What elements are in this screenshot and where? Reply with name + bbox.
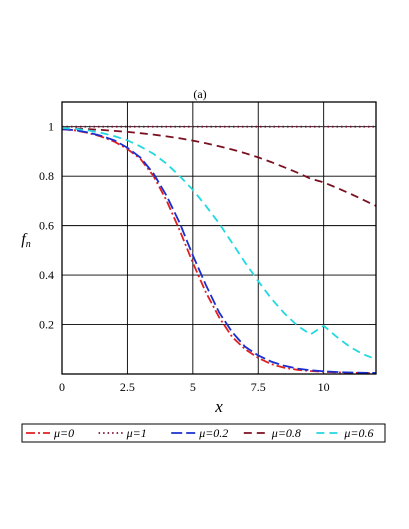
legend-label: μ=0.2 [198,426,228,440]
series-line-3 [61,127,377,207]
legend-label: μ=1 [126,426,147,440]
legend-label: μ=0 [53,426,74,440]
legend: μ=0 μ=1 μ=0.2 μ=0.8 μ=0.6 [21,423,386,443]
y-tick-label: 0.2 [39,318,54,332]
plot-frame [61,101,377,375]
y-tick-labels: 0.2 0.4 0.6 0.8 1 [39,120,54,332]
grid [62,102,376,374]
series-lines [61,125,377,375]
x-tick-label: 0 [59,380,65,394]
x-tick-labels: 0 2.5 5 7.5 10 [59,380,330,394]
x-axis-label: x [214,397,223,416]
series-line-2 [61,128,377,374]
series-line-0 [61,128,377,375]
y-tick-label: 0.4 [39,268,54,282]
y-tick-label: 0.8 [39,169,54,183]
chart-title: (a) [193,87,206,101]
series-line-4 [61,127,377,361]
y-axis-label-sub: n [26,239,31,250]
y-axis-label: fn [21,231,30,250]
y-axis-label-main: f [21,231,28,248]
legend-box [21,423,386,443]
y-tick-label: 1 [48,120,54,134]
x-tick-label: 7.5 [251,380,266,394]
legend-label: μ=0.6 [343,426,373,440]
x-tick-label: 10 [318,380,330,394]
x-tick-label: 2.5 [120,380,135,394]
x-tick-label: 5 [190,380,196,394]
y-tick-label: 0.6 [39,219,54,233]
legend-label: μ=0.8 [271,426,301,440]
